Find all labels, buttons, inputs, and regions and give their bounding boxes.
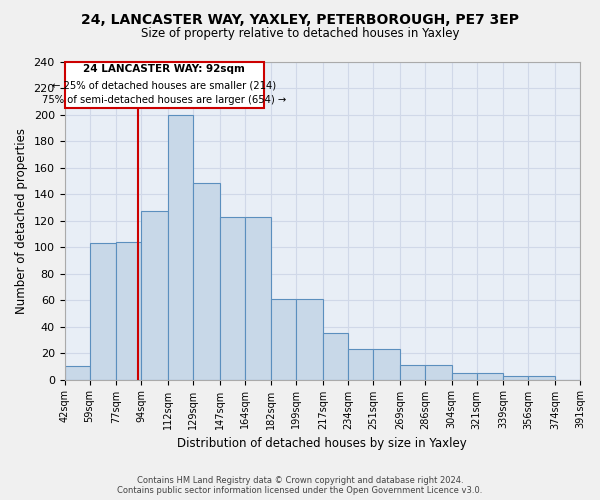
- Bar: [271, 298, 296, 380]
- Bar: [220, 216, 245, 380]
- Bar: [323, 333, 348, 380]
- Bar: [452, 373, 476, 380]
- Text: Contains HM Land Registry data © Crown copyright and database right 2024.
Contai: Contains HM Land Registry data © Crown c…: [118, 476, 482, 495]
- Bar: [116, 242, 142, 380]
- Text: 24, LANCASTER WAY, YAXLEY, PETERBOROUGH, PE7 3EP: 24, LANCASTER WAY, YAXLEY, PETERBOROUGH,…: [81, 12, 519, 26]
- Text: 24 LANCASTER WAY: 92sqm: 24 LANCASTER WAY: 92sqm: [83, 64, 245, 74]
- Bar: [503, 376, 529, 380]
- FancyBboxPatch shape: [65, 62, 264, 108]
- Text: ← 25% of detached houses are smaller (214): ← 25% of detached houses are smaller (21…: [52, 80, 276, 90]
- Bar: [193, 184, 220, 380]
- Bar: [168, 114, 193, 380]
- Y-axis label: Number of detached properties: Number of detached properties: [15, 128, 28, 314]
- Bar: [245, 216, 271, 380]
- X-axis label: Distribution of detached houses by size in Yaxley: Distribution of detached houses by size …: [178, 437, 467, 450]
- Bar: [529, 376, 555, 380]
- Text: 75% of semi-detached houses are larger (654) →: 75% of semi-detached houses are larger (…: [42, 95, 286, 105]
- Bar: [142, 212, 168, 380]
- Bar: [296, 298, 323, 380]
- Bar: [65, 366, 89, 380]
- Bar: [373, 349, 400, 380]
- Bar: [476, 373, 503, 380]
- Bar: [400, 365, 425, 380]
- Bar: [348, 349, 373, 380]
- Bar: [425, 365, 452, 380]
- Bar: [89, 243, 116, 380]
- Text: Size of property relative to detached houses in Yaxley: Size of property relative to detached ho…: [141, 28, 459, 40]
